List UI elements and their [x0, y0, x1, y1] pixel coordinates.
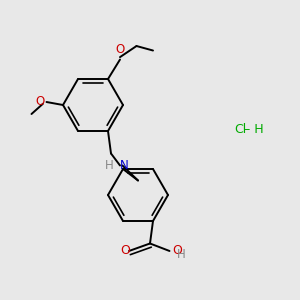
Text: O: O — [121, 244, 130, 257]
Text: H: H — [177, 248, 186, 261]
Text: Cl: Cl — [234, 122, 246, 136]
Text: H: H — [105, 159, 113, 172]
Text: O: O — [36, 95, 45, 108]
Text: O: O — [116, 43, 124, 56]
Text: O: O — [172, 244, 182, 257]
Text: N: N — [120, 159, 129, 172]
Text: – H: – H — [240, 122, 264, 136]
